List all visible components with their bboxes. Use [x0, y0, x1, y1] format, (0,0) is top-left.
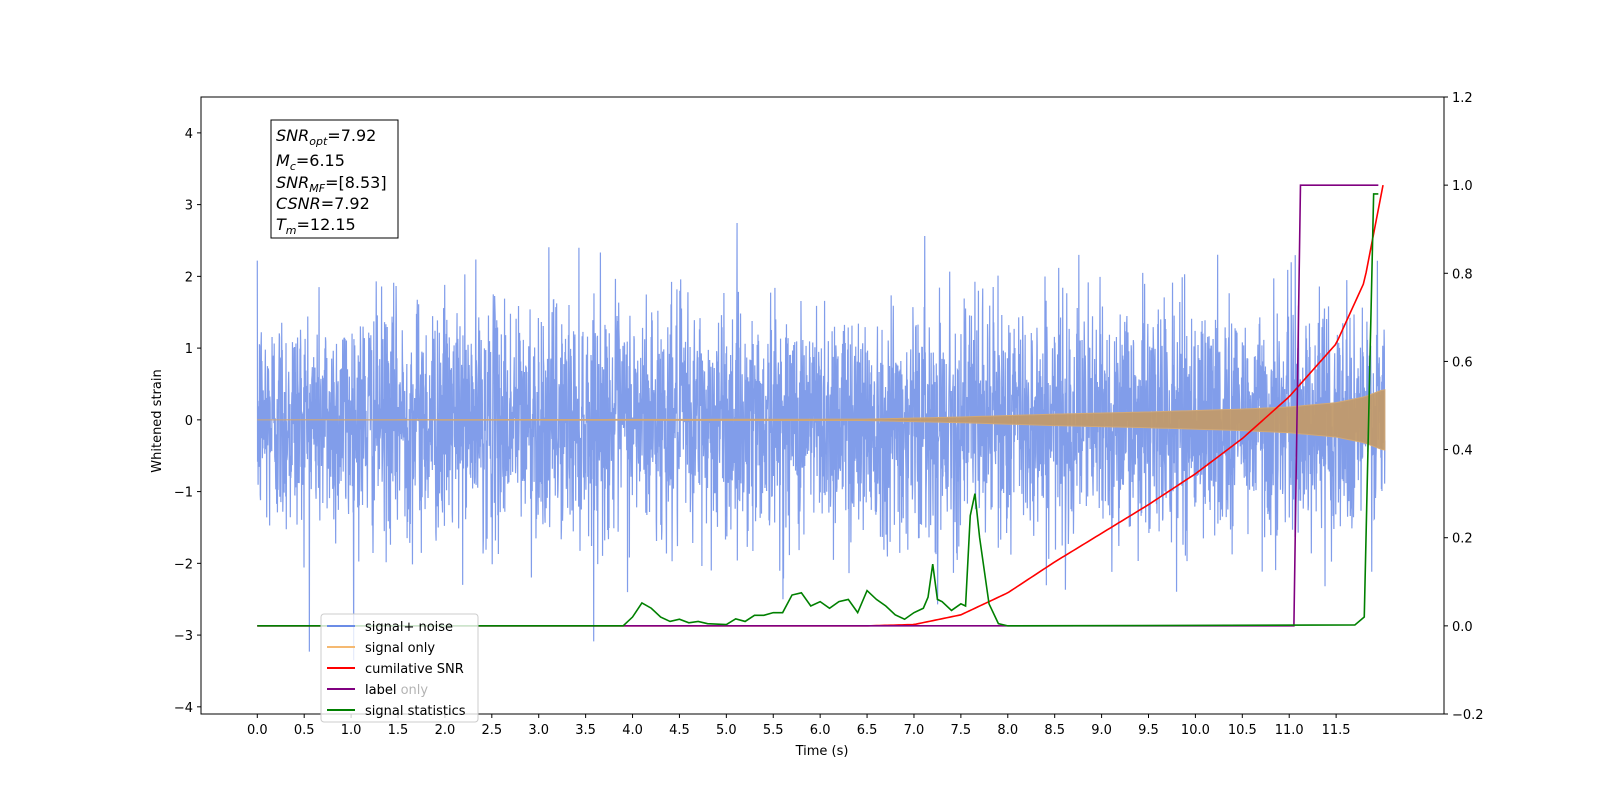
- x-tick-label: 10.0: [1181, 723, 1210, 738]
- x-tick-label: 9.5: [1138, 723, 1159, 738]
- series-signal-noise: [256, 222, 1386, 661]
- x-tick-label: 4.5: [669, 723, 690, 738]
- y-tick-label: −4: [174, 701, 193, 716]
- x-tick-label: 0.5: [294, 723, 315, 738]
- x-tick-label: 2.0: [435, 723, 456, 738]
- series-signal-only: [257, 389, 1386, 451]
- y2-tick-label: 1.2: [1452, 91, 1473, 106]
- x-tick-label: 6.0: [810, 723, 831, 738]
- y-tick-label: 2: [185, 270, 193, 285]
- x-tick-label: 8.0: [997, 723, 1018, 738]
- y2-tick-label: 0.6: [1452, 355, 1473, 370]
- y-tick-label: 0: [185, 414, 193, 429]
- y2-tick-label: 0.2: [1452, 532, 1473, 547]
- stats-annotation-box: SNRopt=7.92 Mc=6.15 SNRMF=[8.53] CSNR=7.…: [270, 119, 399, 239]
- legend-label-signal-only: signal only: [365, 641, 435, 656]
- annotation-line-csnr: CSNR=7.92: [276, 194, 370, 213]
- y-tick-label: −2: [174, 557, 193, 572]
- x-tick-label: 7.0: [904, 723, 925, 738]
- legend-label-signal-noise: signal+ noise: [365, 620, 453, 635]
- y-tick-label: −3: [174, 629, 193, 644]
- y-tick-label: 1: [185, 342, 193, 357]
- legend-label-cumilative-snr: cumilative SNR: [365, 662, 464, 677]
- y2-tick-label: −0.2: [1452, 708, 1484, 723]
- y-tick-label: −1: [174, 486, 193, 501]
- x-tick-label: 3.0: [528, 723, 549, 738]
- y2-tick-label: 0.4: [1452, 444, 1473, 459]
- x-tick-label: 11.5: [1322, 723, 1351, 738]
- x-tick-label: 4.0: [622, 723, 643, 738]
- x-tick-label: 9.0: [1091, 723, 1112, 738]
- x-tick-label: 5.0: [716, 723, 737, 738]
- y-axis-title: Whitened strain: [150, 369, 165, 472]
- y2-tick-label: 0.0: [1452, 620, 1473, 635]
- plot-frame: [200, 96, 1445, 715]
- legend-label-signal-statistics: signal statistics: [365, 704, 466, 719]
- series-signal-statistics: [257, 193, 1379, 627]
- x-tick-label: 1.5: [388, 723, 409, 738]
- y-tick-label: 3: [185, 199, 193, 214]
- x-tick-label: 7.5: [951, 723, 972, 738]
- x-tick-label: 3.5: [575, 723, 596, 738]
- x-axis-title: Time (s): [795, 744, 849, 759]
- series-label: [257, 184, 1379, 627]
- annotation-line-tm: Tm=12.15: [276, 215, 356, 237]
- x-tick-label: 2.5: [481, 723, 502, 738]
- y-tick-label: 4: [185, 127, 193, 142]
- annotation-line-snr-mf: SNRMF=[8.53]: [276, 173, 387, 195]
- x-tick-label: 6.5: [857, 723, 878, 738]
- legend-label-label-only: label only: [365, 683, 428, 698]
- x-tick-label: 10.5: [1228, 723, 1257, 738]
- x-tick-label: 8.5: [1044, 723, 1065, 738]
- x-tick-label: 0.0: [247, 723, 268, 738]
- y2-tick-label: 1.0: [1452, 179, 1473, 194]
- x-tick-label: 1.0: [341, 723, 362, 738]
- annotation-line-snr-opt: SNRopt=7.92: [276, 126, 376, 148]
- legend-label-label: label: [365, 683, 396, 698]
- x-tick-label: 5.5: [763, 723, 784, 738]
- annotation-line-mc: Mc=6.15: [276, 151, 345, 173]
- x-tick-label: 11.0: [1275, 723, 1304, 738]
- legend: signal+ noise signal only cumilative SNR…: [320, 613, 479, 723]
- y2-tick-label: 0.8: [1452, 267, 1473, 282]
